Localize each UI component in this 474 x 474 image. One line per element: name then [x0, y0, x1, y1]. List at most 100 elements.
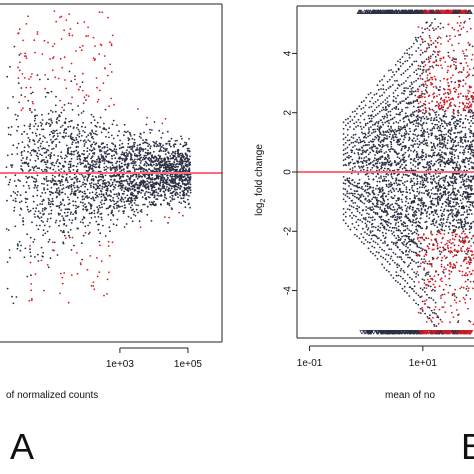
nonsignificant-point	[51, 141, 53, 144]
nonsignificant-point	[371, 222, 374, 225]
nonsignificant-point	[444, 248, 447, 251]
nonsignificant-point	[51, 197, 54, 200]
nonsignificant-point	[177, 196, 179, 199]
nonsignificant-point	[136, 147, 139, 149]
significant-point	[426, 84, 428, 87]
nonsignificant-point	[39, 145, 42, 148]
nonsignificant-point	[94, 161, 97, 163]
nonsignificant-point	[350, 155, 352, 158]
nonsignificant-point	[30, 92, 32, 95]
nonsignificant-point	[164, 196, 166, 199]
significant-point	[440, 64, 442, 67]
nonsignificant-point	[415, 122, 418, 124]
nonsignificant-point	[406, 59, 409, 62]
nonsignificant-point	[415, 302, 417, 305]
nonsignificant-point	[443, 208, 446, 211]
nonsignificant-point	[436, 176, 438, 179]
nonsignificant-point	[456, 197, 459, 200]
nonsignificant-point	[392, 92, 395, 94]
nonsignificant-point	[95, 196, 97, 199]
nonsignificant-point	[443, 157, 446, 160]
nonsignificant-point	[123, 201, 126, 203]
nonsignificant-point	[439, 22, 442, 25]
nonsignificant-point	[174, 188, 177, 191]
nonsignificant-point	[176, 168, 178, 171]
nonsignificant-point	[342, 176, 345, 178]
nonsignificant-point	[379, 140, 382, 143]
nonsignificant-point	[360, 128, 363, 131]
nonsignificant-point	[420, 117, 423, 120]
significant-point	[61, 276, 64, 279]
nonsignificant-point	[55, 145, 57, 148]
nonsignificant-point	[418, 250, 421, 253]
nonsignificant-point	[38, 167, 40, 170]
nonsignificant-point	[29, 107, 31, 110]
significant-point	[459, 287, 461, 290]
nonsignificant-point	[173, 161, 176, 164]
nonsignificant-point	[400, 83, 403, 86]
nonsignificant-point	[48, 238, 51, 241]
nonsignificant-point	[460, 114, 462, 116]
significant-point	[83, 21, 86, 23]
significant-point	[89, 255, 92, 257]
nonsignificant-point	[365, 159, 368, 162]
nonsignificant-point	[168, 142, 171, 145]
nonsignificant-point	[95, 188, 97, 191]
nonsignificant-point	[464, 139, 466, 142]
nonsignificant-point	[147, 149, 149, 152]
significant-point	[36, 31, 39, 33]
nonsignificant-point	[17, 115, 19, 117]
nonsignificant-point	[100, 131, 103, 134]
nonsignificant-point	[75, 207, 77, 210]
nonsignificant-point	[402, 157, 405, 159]
nonsignificant-point	[58, 179, 60, 182]
nonsignificant-point	[401, 235, 404, 238]
nonsignificant-point	[11, 164, 14, 166]
nonsignificant-point	[47, 203, 50, 206]
nonsignificant-point	[415, 292, 418, 295]
significant-point	[68, 34, 71, 37]
nonsignificant-point	[16, 153, 19, 155]
nonsignificant-point	[58, 141, 61, 144]
nonsignificant-point	[138, 135, 141, 138]
nonsignificant-point	[387, 131, 390, 134]
nonsignificant-point	[83, 153, 85, 156]
nonsignificant-point	[174, 155, 176, 158]
significant-point	[453, 299, 456, 301]
nonsignificant-point	[355, 121, 358, 123]
nonsignificant-point	[155, 156, 158, 159]
nonsignificant-point	[26, 233, 28, 236]
nonsignificant-point	[392, 209, 394, 211]
nonsignificant-point	[431, 127, 434, 130]
nonsignificant-point	[151, 170, 154, 173]
nonsignificant-point	[141, 168, 143, 170]
nonsignificant-point	[361, 153, 363, 156]
nonsignificant-point	[376, 99, 379, 101]
nonsignificant-point	[179, 194, 181, 197]
nonsignificant-point	[387, 111, 390, 113]
nonsignificant-point	[413, 182, 416, 185]
nonsignificant-point	[143, 184, 146, 187]
nonsignificant-point	[123, 134, 125, 137]
nonsignificant-point	[22, 220, 25, 223]
nonsignificant-point	[425, 116, 428, 118]
significant-point	[53, 249, 55, 252]
nonsignificant-point	[401, 110, 403, 113]
nonsignificant-point	[71, 219, 74, 222]
nonsignificant-point	[374, 130, 377, 133]
nonsignificant-point	[374, 136, 377, 138]
nonsignificant-point	[73, 181, 76, 184]
nonsignificant-point	[61, 157, 63, 160]
nonsignificant-point	[91, 191, 94, 194]
nonsignificant-point	[36, 184, 39, 187]
nonsignificant-point	[141, 158, 144, 161]
nonsignificant-point	[174, 150, 177, 153]
nonsignificant-point	[351, 211, 353, 214]
nonsignificant-point	[413, 290, 415, 293]
significant-point	[466, 71, 469, 73]
nonsignificant-point	[358, 197, 360, 200]
nonsignificant-point	[91, 170, 94, 173]
nonsignificant-point	[120, 153, 123, 156]
nonsignificant-point	[366, 122, 369, 125]
nonsignificant-point	[344, 200, 347, 203]
